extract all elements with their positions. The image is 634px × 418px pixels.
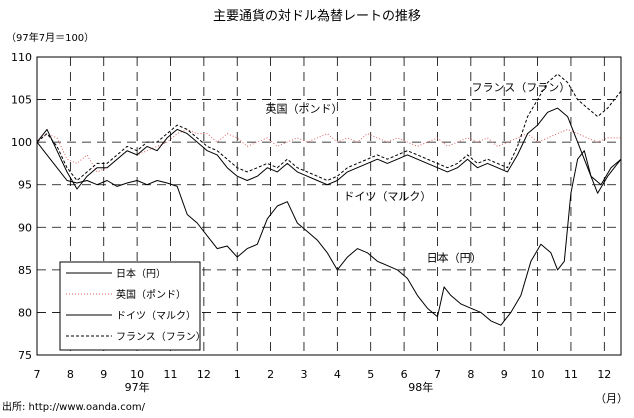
x-tick-label: 8 — [67, 368, 74, 381]
series-line-0 — [36, 141, 622, 326]
legend-label: 英国（ポンド） — [116, 288, 186, 301]
x-tick-label: 12 — [597, 368, 611, 381]
x-tick-label: 5 — [367, 368, 374, 381]
y-tick-label: 110 — [11, 51, 32, 64]
plot-frame — [36, 56, 622, 356]
source-note: 出所: http://www.oanda.com/ — [2, 400, 146, 413]
y-tick-label: 85 — [18, 264, 32, 277]
x-tick-label: 11 — [564, 368, 578, 381]
y-tick-label: 105 — [11, 94, 32, 107]
y-tick-label: 100 — [11, 136, 32, 149]
x-tick-label: 6 — [401, 368, 408, 381]
chart-subtitle: （97年7月＝100） — [6, 31, 94, 44]
series-annotation: 英国（ポンド） — [265, 101, 342, 115]
chart-title: 主要通貨の対ドル為替レートの推移 — [213, 8, 421, 24]
year-label: 97年 — [125, 380, 150, 394]
x-unit-label: （月） — [595, 392, 628, 405]
x-tick-label: 3 — [300, 368, 307, 381]
x-tick-label: 10 — [531, 368, 545, 381]
series-annotation: フランス（フラン） — [471, 81, 570, 94]
x-tick-label: 4 — [334, 368, 341, 381]
y-tick-label: 90 — [18, 221, 32, 234]
year-label: 98年 — [408, 380, 433, 394]
legend-box — [59, 261, 201, 351]
y-tick-label: 95 — [18, 179, 32, 192]
series-annotation: ドイツ（マルク） — [343, 190, 431, 203]
x-tick-label: 7 — [34, 368, 41, 381]
series-line-3 — [36, 73, 622, 181]
series-annotation: 日本（円） — [427, 250, 482, 264]
x-tick-label: 2 — [267, 368, 274, 381]
series-line-1 — [36, 128, 621, 173]
x-tick-label: 10 — [130, 368, 144, 381]
y-tick-label: 75 — [18, 349, 32, 362]
legend-label: ドイツ（マルク） — [116, 310, 196, 322]
y-tick-label: 80 — [18, 306, 32, 319]
legend-label: フランス（フラン） — [116, 331, 206, 343]
x-tick-label: 1 — [234, 368, 241, 381]
series-line-2 — [36, 107, 622, 194]
x-tick-label: 11 — [163, 368, 177, 381]
legend-label: 日本（円） — [116, 267, 166, 280]
x-tick-label: 8 — [467, 368, 474, 381]
x-tick-label: 9 — [501, 368, 508, 381]
x-tick-label: 12 — [197, 368, 211, 381]
x-tick-label: 7 — [434, 368, 441, 381]
x-tick-label: 9 — [100, 368, 107, 381]
